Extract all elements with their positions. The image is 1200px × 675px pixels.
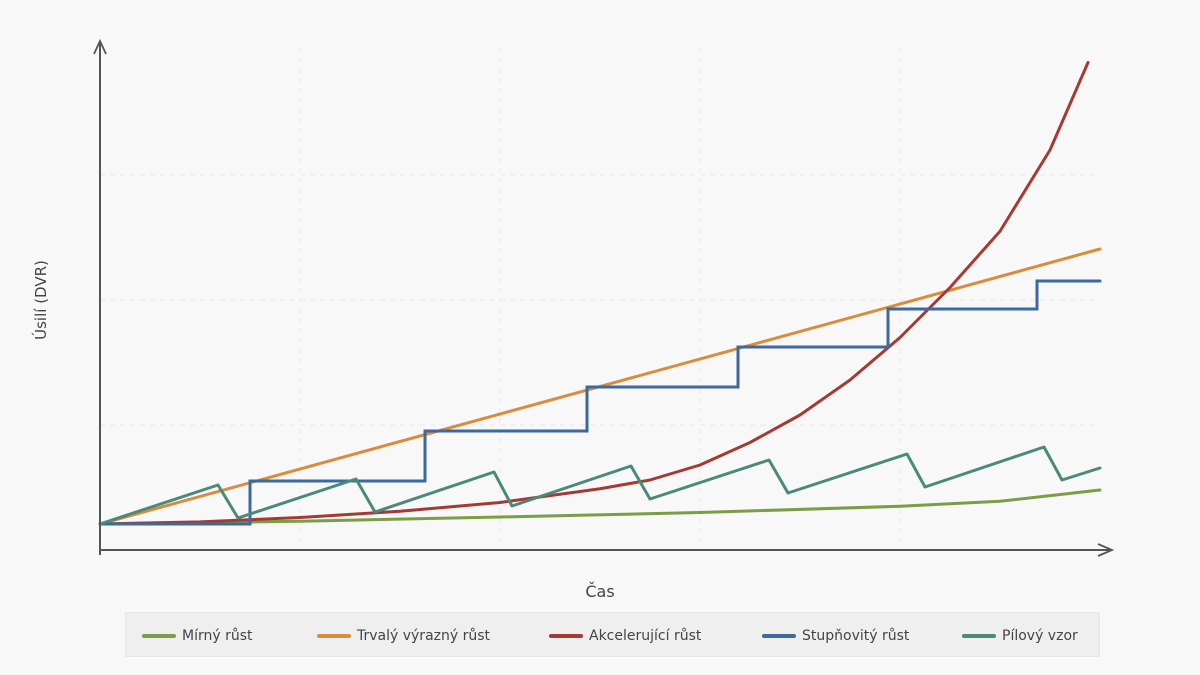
series-line-pilovy-vzor — [98, 445, 1102, 526]
y-axis-label: Úsilí (DVR) — [31, 260, 50, 340]
series-line-mirny-rust — [98, 488, 1102, 526]
legend: Mírný růst Trvalý výrazný růst Akceleruj… — [125, 612, 1100, 657]
legend-item-stupnovity-rust: Stupňovitý růst — [762, 613, 909, 658]
legend-item-pilovy-vzor: Pílový vzor — [962, 613, 1078, 658]
legend-swatch — [142, 633, 176, 638]
series-line-stupnovity-rust — [98, 279, 1102, 526]
series-lines — [98, 61, 1102, 526]
axes — [93, 38, 1115, 557]
x-axis-arrow — [1097, 543, 1115, 557]
legend-label: Trvalý výrazný růst — [357, 627, 491, 644]
legend-swatch — [549, 633, 583, 638]
legend-item-trvaly-vyrazny-rust: Trvalý výrazný růst — [317, 613, 490, 658]
x-axis-label: Čas — [585, 582, 614, 601]
legend-label: Mírný růst — [182, 627, 253, 644]
legend-label: Akcelerující růst — [589, 627, 702, 644]
legend-label: Pílový vzor — [1002, 627, 1078, 644]
legend-swatch — [317, 633, 351, 638]
series-line-akcelerujici-rust — [98, 61, 1090, 526]
grid — [100, 48, 1100, 550]
legend-swatch — [762, 633, 796, 638]
legend-swatch — [962, 633, 996, 638]
legend-item-akcelerujici-rust: Akcelerující růst — [549, 613, 701, 658]
y-axis-arrow — [93, 38, 107, 55]
legend-label: Stupňovitý růst — [802, 627, 910, 644]
legend-item-mirny-rust: Mírný růst — [142, 613, 253, 658]
